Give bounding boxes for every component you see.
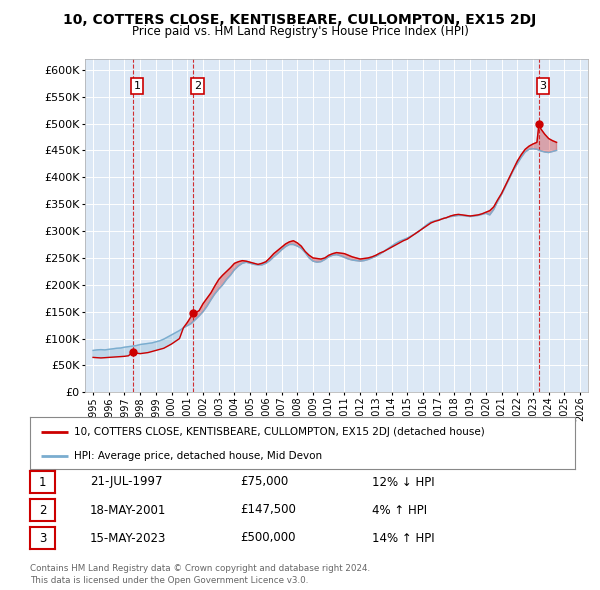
Text: Price paid vs. HM Land Registry's House Price Index (HPI): Price paid vs. HM Land Registry's House … bbox=[131, 25, 469, 38]
Text: 2: 2 bbox=[39, 503, 46, 516]
Text: 12% ↓ HPI: 12% ↓ HPI bbox=[372, 476, 434, 489]
Text: 4% ↑ HPI: 4% ↑ HPI bbox=[372, 503, 427, 516]
Text: 3: 3 bbox=[539, 81, 547, 91]
Text: 1: 1 bbox=[134, 81, 140, 91]
Text: 2: 2 bbox=[194, 81, 201, 91]
Text: 3: 3 bbox=[39, 532, 46, 545]
Text: 14% ↑ HPI: 14% ↑ HPI bbox=[372, 532, 434, 545]
Text: HPI: Average price, detached house, Mid Devon: HPI: Average price, detached house, Mid … bbox=[74, 451, 322, 461]
Text: 1: 1 bbox=[39, 476, 46, 489]
Text: £147,500: £147,500 bbox=[240, 503, 296, 516]
Text: 10, COTTERS CLOSE, KENTISBEARE, CULLOMPTON, EX15 2DJ (detached house): 10, COTTERS CLOSE, KENTISBEARE, CULLOMPT… bbox=[74, 427, 484, 437]
Text: £75,000: £75,000 bbox=[240, 476, 288, 489]
Text: 15-MAY-2023: 15-MAY-2023 bbox=[90, 532, 166, 545]
Text: 21-JUL-1997: 21-JUL-1997 bbox=[90, 476, 163, 489]
Text: 18-MAY-2001: 18-MAY-2001 bbox=[90, 503, 166, 516]
Text: 10, COTTERS CLOSE, KENTISBEARE, CULLOMPTON, EX15 2DJ: 10, COTTERS CLOSE, KENTISBEARE, CULLOMPT… bbox=[64, 13, 536, 27]
Text: £500,000: £500,000 bbox=[240, 532, 296, 545]
Text: Contains HM Land Registry data © Crown copyright and database right 2024.
This d: Contains HM Land Registry data © Crown c… bbox=[30, 565, 370, 585]
